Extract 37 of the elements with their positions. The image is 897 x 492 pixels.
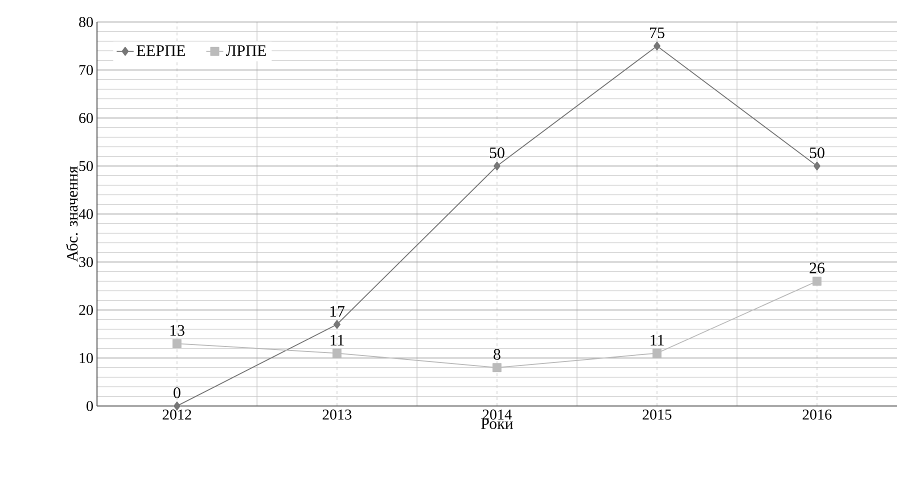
x-tick-label: 2013 [322,410,352,420]
legend-label: ЛРПЕ [226,45,266,56]
point [334,320,341,329]
point [654,41,661,50]
data-label: 50 [490,147,504,158]
point [332,348,342,358]
y-tick-label: 10 [80,352,93,364]
x-axis-title: Роки [481,418,513,430]
x-tick-label: 2014 [482,410,512,420]
data-label: 26 [810,262,825,274]
y-tick-label: 60 [79,112,93,124]
point [812,276,822,286]
y-tick-label: 30 [79,256,93,268]
data-label: 75 [650,28,664,38]
legend-label: ЕЕРПЕ [136,45,185,56]
y-tick-label: 80 [79,16,93,28]
point [814,161,821,170]
point [172,339,182,348]
y-tick-label: 70 [80,64,93,76]
y-tick-label: 0 [86,400,93,412]
y-tick-label: 40 [78,208,93,220]
y-tick-label: 20 [79,304,93,316]
x-tick-label: 2012 [162,410,192,420]
y-axis-title: Абс. значення [66,166,78,262]
data-label: 11 [330,334,344,346]
point [494,161,501,170]
y-tick-label: 50 [79,160,93,172]
data-label: 8 [494,349,500,360]
data-label: 17 [330,306,345,317]
data-label: 11 [650,334,664,346]
point [652,348,662,358]
x-tick-label: 2016 [802,410,832,420]
point [492,363,502,372]
data-label: 13 [170,325,184,336]
data-label: 50 [810,147,824,158]
data-label: 0 [174,387,180,398]
x-tick-label: 2015 [642,410,672,420]
